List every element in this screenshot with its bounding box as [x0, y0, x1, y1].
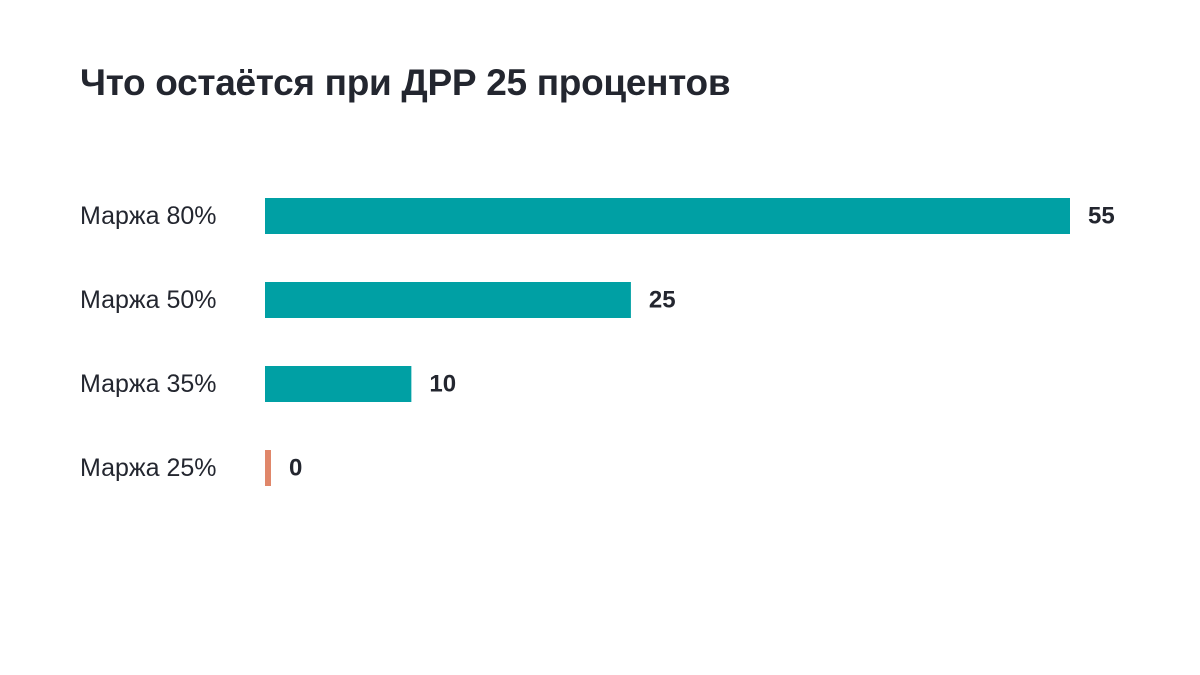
bar [265, 366, 412, 402]
bar [265, 282, 631, 318]
value-label: 0 [289, 455, 302, 482]
bar [265, 450, 271, 486]
value-label: 25 [649, 287, 676, 314]
value-label: 10 [429, 371, 456, 398]
category-label: Маржа 80% [80, 202, 217, 230]
bar [265, 198, 1070, 234]
chart-title: Что остаётся при ДРР 25 процентов [80, 62, 731, 103]
category-label: Маржа 25% [80, 454, 217, 482]
value-label: 55 [1088, 203, 1115, 230]
category-label: Маржа 50% [80, 286, 217, 314]
category-label: Маржа 35% [80, 370, 217, 398]
